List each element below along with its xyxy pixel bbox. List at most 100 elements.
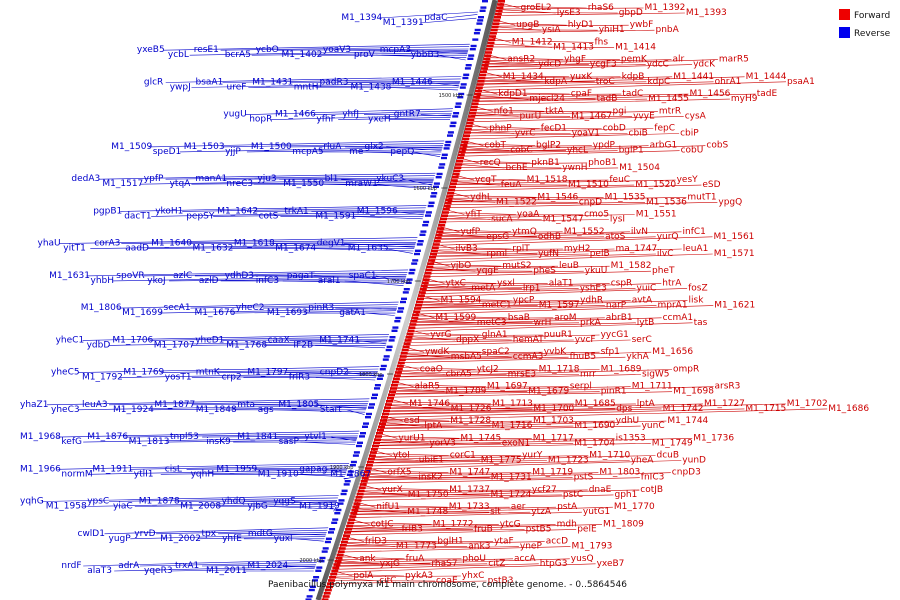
forward-gene-mark: [337, 550, 345, 553]
reverse-gene-mark: [433, 182, 440, 185]
reverse-gene-label: ypfP: [144, 174, 164, 184]
forward-gene-mark: [357, 489, 365, 493]
forward-gene-label: fruA: [406, 554, 426, 564]
reverse-connector: [218, 532, 327, 535]
reverse-gene-mark: [402, 291, 409, 294]
forward-gene-mark: [366, 460, 374, 464]
forward-connector: [466, 132, 571, 134]
forward-connector: [367, 460, 682, 470]
forward-connector: [456, 167, 619, 171]
reverse-gene-label: yitT1: [63, 244, 86, 254]
forward-gene-mark: [495, 9, 503, 13]
reverse-connector: [295, 538, 324, 542]
reverse-gene-label: yxeH: [368, 115, 391, 125]
reverse-gene-mark: [464, 67, 471, 70]
forward-gene-label: cmo5: [584, 210, 609, 220]
forward-gene-label: M1_1413: [553, 42, 594, 52]
forward-gene-label: alaT1: [549, 278, 574, 288]
forward-connector: [345, 529, 577, 536]
forward-connector: [447, 201, 578, 203]
forward-gene-mark: [340, 540, 348, 544]
reverse-gene-label: padR3: [320, 78, 349, 88]
forward-connector: [349, 522, 432, 525]
forward-gene-mark: [323, 592, 331, 595]
forward-connector: [391, 386, 631, 391]
forward-gene-label: narP: [606, 301, 627, 311]
forward-gene-label: M1_1504: [619, 163, 660, 173]
forward-gene-label: groEL2: [521, 3, 552, 13]
forward-connector: [490, 40, 594, 43]
reverse-connector: [246, 149, 442, 153]
forward-gene-label: M1_1697: [487, 382, 528, 392]
reverse-gene-label: M1_1466: [275, 110, 316, 120]
forward-gene-label: bchE: [506, 163, 528, 173]
forward-gene-mark: [462, 137, 470, 141]
forward-connector: [420, 288, 636, 295]
forward-connector: [468, 123, 489, 129]
forward-connector: [454, 174, 475, 181]
forward-connector: [363, 472, 671, 480]
forward-connector: [435, 236, 656, 243]
forward-connector: [452, 179, 676, 185]
reverse-gene-mark: [389, 336, 396, 339]
forward-connector: [358, 494, 562, 498]
forward-gene-label: ccmA1: [663, 313, 694, 323]
reverse-connector: [333, 506, 337, 512]
forward-connector: [365, 472, 532, 475]
reverse-gene-label: M1_1446: [392, 78, 433, 88]
forward-connector: [393, 384, 486, 387]
reverse-gene-label: pepQ: [390, 147, 414, 157]
forward-gene-mark: [430, 249, 438, 253]
reverse-gene-label: M1_1550: [283, 179, 324, 189]
forward-connector: [483, 59, 718, 67]
forward-gene-mark: [437, 227, 445, 230]
forward-connector: [382, 420, 533, 423]
reverse-connector: [271, 243, 416, 246]
forward-connector: [444, 212, 516, 215]
reverse-gene-mark: [306, 595, 313, 598]
forward-gene-label: cotJC: [371, 519, 394, 529]
forward-gene-label: lptA: [637, 399, 656, 409]
reverse-gene-label: ydbD: [87, 340, 111, 350]
reverse-connector: [130, 533, 327, 540]
reverse-gene-mark: [463, 73, 470, 76]
reverse-gene-label: yxeB5: [137, 45, 165, 55]
forward-gene-label: M1_1775: [481, 456, 522, 466]
reverse-gene-label: ytqA: [170, 179, 192, 189]
forward-gene-label: dps: [616, 404, 632, 414]
reverse-gene-label: M1_1959: [216, 464, 257, 474]
reverse-gene-mark: [359, 435, 365, 438]
forward-gene-label: lysI: [610, 215, 625, 225]
reverse-gene-label: yfhF: [316, 115, 335, 125]
forward-gene-label: M1_1535: [605, 192, 646, 202]
reverse-connector: [222, 78, 461, 83]
reverse-gene-mark: [380, 364, 387, 368]
reverse-connector: [104, 527, 329, 535]
forward-connector: [389, 398, 409, 405]
forward-connector: [471, 111, 658, 116]
reverse-gene-label: yuxl: [274, 534, 293, 544]
forward-connector: [355, 504, 448, 508]
forward-gene-label: M1_1772: [433, 519, 474, 529]
reverse-gene-label: alaT3: [87, 566, 112, 576]
forward-gene-label: cobS: [706, 141, 728, 151]
forward-gene-mark: [449, 185, 456, 189]
reverse-gene-label: M1_1741: [319, 335, 360, 345]
forward-connector: [415, 305, 714, 315]
reverse-gene-label: M1_1642: [217, 206, 258, 216]
forward-gene-mark: [464, 128, 472, 131]
forward-connector: [456, 167, 562, 169]
reverse-gene-label: ypsC: [87, 497, 109, 507]
reverse-gene-label: adrA: [118, 561, 140, 571]
reverse-connector: [182, 207, 426, 212]
reverse-gene-label: yhfJ: [342, 110, 359, 120]
reverse-gene-mark: [395, 316, 402, 320]
reverse-gene-label: M1_1596: [357, 206, 398, 216]
reverse-gene-label: Start: [320, 405, 342, 415]
forward-gene-label: rhaS7: [431, 559, 457, 569]
forward-connector: [374, 443, 574, 447]
forward-connector: [377, 436, 460, 439]
forward-gene-label: yhcL: [567, 146, 588, 156]
forward-gene-label: kdpA: [544, 77, 568, 87]
